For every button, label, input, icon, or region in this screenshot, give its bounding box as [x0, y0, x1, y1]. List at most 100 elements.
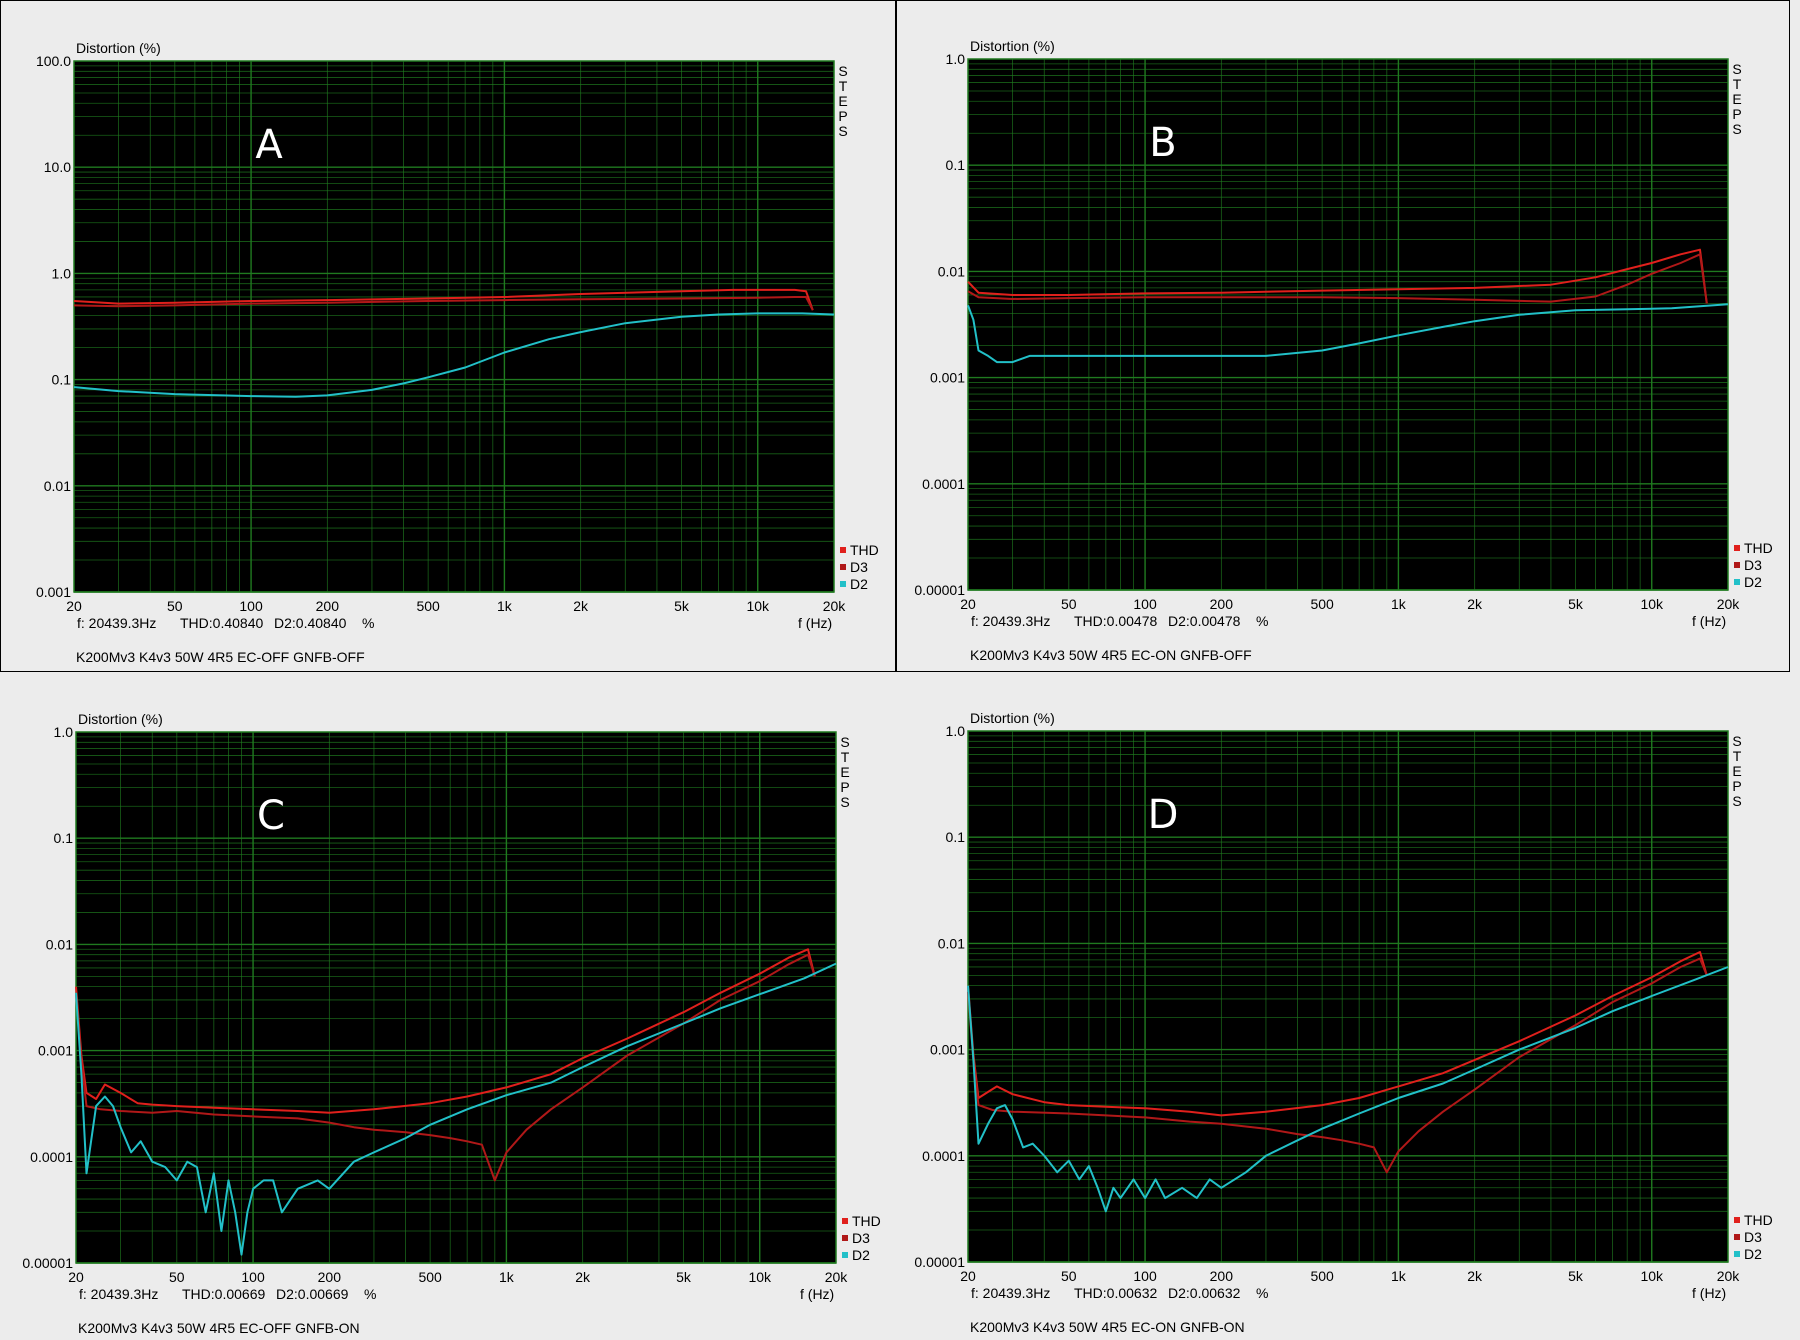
legend-swatch-d3: [842, 1235, 848, 1241]
readout-thd: THD:0.00669: [182, 1286, 265, 1302]
legend-label: THD: [1744, 1212, 1773, 1228]
x-tick-label: 20k: [825, 1269, 849, 1285]
x-tick-label: 50: [167, 598, 183, 614]
side-label-letter: S: [840, 794, 849, 810]
legend-swatch-thd: [840, 547, 846, 553]
chart-caption: K200Mv3 K4v3 50W 4R5 EC-OFF GNFB-ON: [78, 1320, 360, 1336]
x-axis-label: f (Hz): [1692, 1285, 1726, 1301]
series-line-d2: [967, 966, 1729, 1213]
x-tick-label: 10k: [748, 1269, 772, 1285]
x-tick-label: 2k: [1467, 1268, 1483, 1284]
legend-label: D3: [852, 1230, 870, 1246]
legend-label: D3: [1744, 557, 1762, 573]
side-label-letter: S: [840, 734, 849, 750]
legend-swatch-d3: [1734, 562, 1740, 568]
readout-unit: %: [1256, 1285, 1268, 1301]
readout-frequency: f: 20439.3Hz: [77, 615, 156, 631]
panel-letter: B: [1149, 120, 1176, 166]
readout-thd: THD:0.40840: [180, 615, 263, 631]
side-label-letter: T: [1733, 748, 1742, 764]
y-tick-label: 1.0: [54, 724, 74, 740]
legend-swatch-thd: [1734, 545, 1740, 551]
x-tick-label: 20: [68, 1269, 84, 1285]
side-label-letter: P: [838, 108, 847, 124]
y-tick-label: 10.0: [44, 159, 71, 175]
side-label-letter: P: [1732, 778, 1741, 794]
legend-swatch-thd: [1734, 1217, 1740, 1223]
x-tick-label: 20: [66, 598, 82, 614]
plot-area: [74, 61, 834, 592]
readout-frequency: f: 20439.3Hz: [971, 1285, 1050, 1301]
series-line-d3: [967, 957, 1708, 1174]
x-tick-label: 20k: [823, 598, 847, 614]
series-line-d3: [73, 296, 814, 311]
x-tick-label: 1k: [499, 1269, 515, 1285]
panel-letter: A: [255, 122, 283, 168]
x-tick-label: 200: [316, 598, 340, 614]
series-line-thd: [73, 288, 814, 311]
x-tick-label: 100: [1133, 596, 1157, 612]
x-tick-label: 5k: [674, 598, 690, 614]
x-axis-label: f (Hz): [1692, 613, 1726, 629]
side-label-letter: P: [1732, 106, 1741, 122]
chart-caption: K200Mv3 K4v3 50W 4R5 EC-ON GNFB-ON: [970, 1319, 1245, 1335]
x-tick-label: 500: [1310, 596, 1334, 612]
x-tick-label: 2k: [573, 598, 589, 614]
readout-unit: %: [1256, 613, 1268, 629]
panel-letter: D: [1148, 792, 1179, 838]
plot-frame: [967, 58, 1729, 591]
y-tick-label: 0.01: [938, 263, 965, 279]
y-tick-label: 0.00001: [22, 1255, 73, 1271]
x-tick-label: 1k: [1391, 596, 1407, 612]
plot-area: [76, 732, 836, 1263]
y-tick-label: 0.001: [38, 1043, 73, 1059]
readout-d2: D2:0.00478: [1168, 613, 1241, 629]
y-tick-label: 1.0: [946, 51, 966, 67]
side-label-letter: T: [841, 749, 850, 765]
x-tick-label: 20k: [1717, 596, 1741, 612]
readout-d2: D2:0.00632: [1168, 1285, 1241, 1301]
side-label-letter: S: [1732, 793, 1741, 809]
side-label-letter: S: [838, 123, 847, 139]
x-tick-label: 200: [1210, 596, 1234, 612]
x-tick-label: 100: [241, 1269, 265, 1285]
x-tick-label: 20k: [1717, 1268, 1741, 1284]
x-tick-label: 1k: [497, 598, 513, 614]
x-tick-label: 5k: [1568, 596, 1584, 612]
series-line-thd: [75, 948, 816, 1114]
y-tick-label: 0.0001: [922, 476, 965, 492]
y-axis-label: Distortion (%): [78, 711, 163, 727]
series-line-d2: [967, 303, 1729, 364]
x-axis-label: f (Hz): [798, 615, 832, 631]
legend-label: D2: [850, 576, 868, 592]
side-label-letter: S: [1732, 733, 1741, 749]
readout-unit: %: [362, 615, 374, 631]
legend-swatch-d2: [1734, 1251, 1740, 1257]
y-tick-label: 0.01: [938, 935, 965, 951]
series-line-thd: [967, 248, 1708, 304]
y-tick-label: 1.0: [52, 265, 72, 281]
y-tick-label: 0.0001: [30, 1149, 73, 1165]
readout-d2: D2:0.00669: [276, 1286, 349, 1302]
side-label-letter: E: [838, 93, 847, 109]
series-line-d3: [967, 253, 1708, 304]
readout-thd: THD:0.00478: [1074, 613, 1157, 629]
series-line-d3: [75, 953, 816, 1182]
side-label-letter: P: [840, 779, 849, 795]
legend-label: THD: [850, 542, 879, 558]
y-tick-label: 1.0: [946, 723, 966, 739]
x-tick-label: 500: [416, 598, 440, 614]
y-tick-label: 0.0001: [922, 1148, 965, 1164]
series-line-d2: [73, 312, 835, 398]
legend-label: D2: [852, 1247, 870, 1263]
plot-area: [968, 731, 1728, 1262]
x-tick-label: 50: [1061, 1268, 1077, 1284]
x-tick-label: 20: [960, 1268, 976, 1284]
x-tick-label: 500: [1310, 1268, 1334, 1284]
y-tick-label: 0.1: [946, 157, 966, 173]
y-tick-label: 0.001: [36, 584, 71, 600]
x-tick-label: 2k: [575, 1269, 591, 1285]
x-tick-label: 500: [418, 1269, 442, 1285]
